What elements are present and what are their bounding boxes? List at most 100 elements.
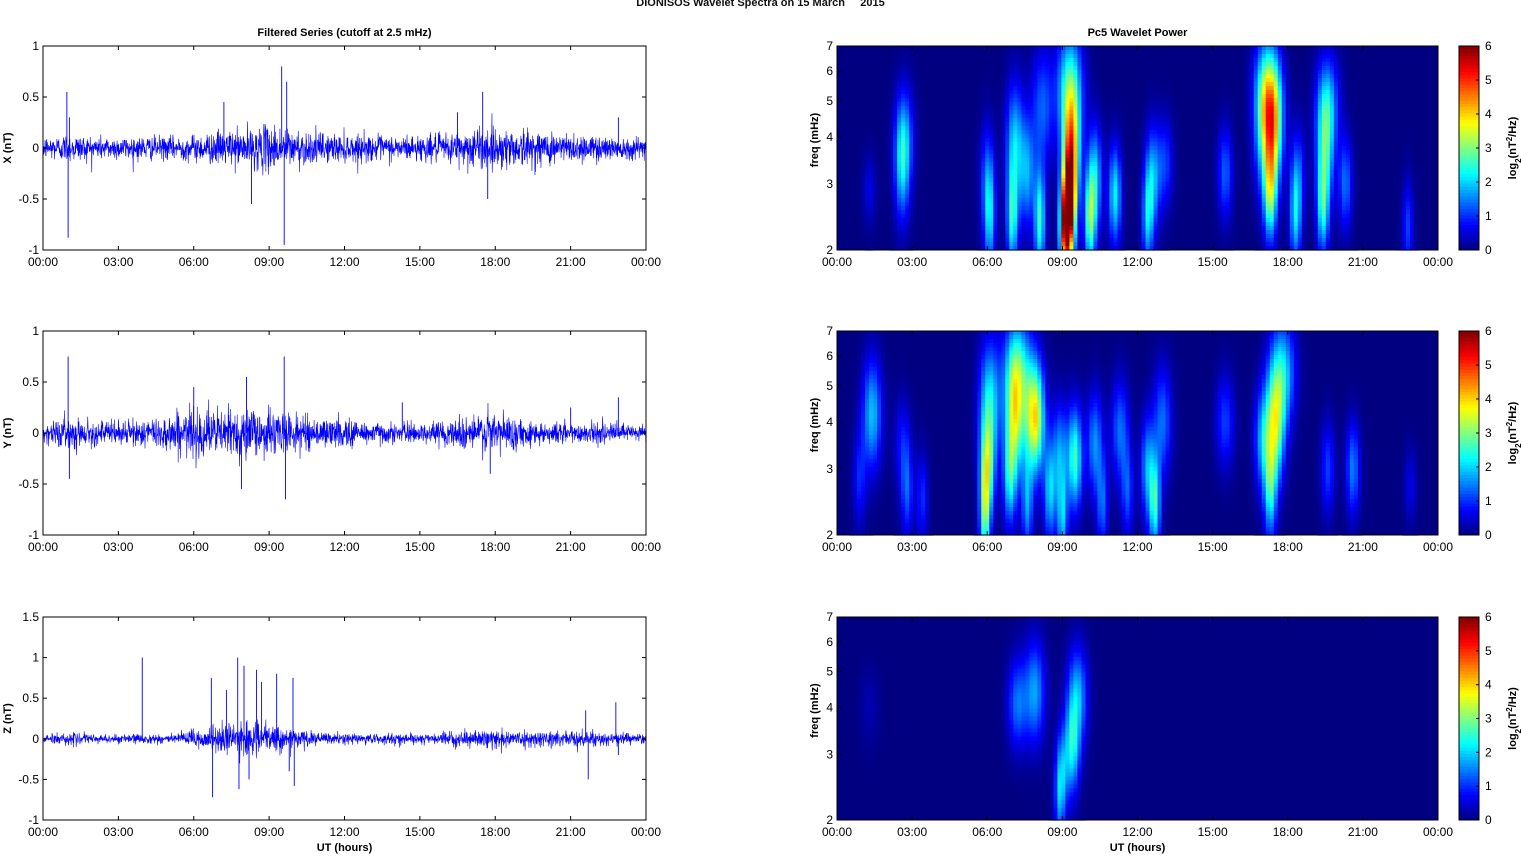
z-wavelet-colorbar-tick-label: 6 [1485, 610, 1492, 624]
z-wavelet-xlabel: UT (hours) [1110, 842, 1166, 854]
y-wavelet-ytick-label: 3 [826, 462, 833, 476]
y-wavelet-xtick-label: 09:00 [1047, 540, 1077, 554]
y-wavelet-xtick-label: 03:00 [897, 540, 927, 554]
z-wavelet-xtick-label: 00:00 [822, 825, 852, 839]
z-wavelet-colorbar: 0123456log2(nT2/Hz) [1459, 610, 1521, 827]
y-series-signal-line [43, 399, 646, 468]
z-series-signal-line [43, 719, 646, 763]
z-wavelet-xtick-label: 00:00 [1423, 825, 1453, 839]
z-wavelet-colorbar-tick-label: 0 [1485, 813, 1492, 827]
y-series-xtick-label: 09:00 [254, 540, 284, 554]
z-series-xtick-label: 00:00 [28, 825, 58, 839]
z-series-xtick-label: 09:00 [254, 825, 284, 839]
x-wavelet-xtick-label: 21:00 [1348, 255, 1378, 269]
z-series-ytick-label: 1.5 [22, 610, 39, 624]
z-wavelet-xtick-label: 06:00 [972, 825, 1002, 839]
z-wavelet-colorbar-tick-label: 5 [1485, 644, 1492, 658]
x-wavelet-ytick-label: 6 [826, 64, 833, 78]
z-series-xlabel: UT (hours) [317, 842, 373, 854]
z-series-xtick-label: 00:00 [631, 825, 661, 839]
y-wavelet-ytick-label: 6 [826, 349, 833, 363]
x-series-ylabel: X (nT) [2, 132, 14, 163]
figure-title: DIONISOS Wavelet Spectra on 15 March 201… [0, 0, 1521, 9]
y-wavelet-ytick-label: 4 [826, 415, 833, 429]
z-wavelet-colorbar-label: log2(nT2/Hz) [1505, 687, 1521, 750]
x-series-xtick-label: 00:00 [28, 255, 58, 269]
y-wavelet-ytick-label: 5 [826, 379, 833, 393]
x-wavelet-xtick-label: 09:00 [1047, 255, 1077, 269]
y-wavelet-colorbar-tick-label: 0 [1485, 528, 1492, 542]
y-series-ylabel: Y (nT) [2, 417, 14, 448]
y-series-ytick-label: 0 [32, 426, 39, 440]
y-series-xtick-label: 12:00 [329, 540, 359, 554]
x-wavelet-colorbar-tick-label: 2 [1485, 175, 1492, 189]
z-wavelet-xtick-label: 09:00 [1047, 825, 1077, 839]
z-wavelet-ytick-label: 4 [826, 701, 833, 715]
x-series-ytick-label: 0.5 [22, 90, 39, 104]
x-wavelet-ytick-label: 7 [826, 39, 833, 53]
x-wavelet-xtick-label: 06:00 [972, 255, 1002, 269]
z-series-xtick-label: 03:00 [103, 825, 133, 839]
y-series-xtick-label: 00:00 [631, 540, 661, 554]
z-series-xtick-label: 06:00 [179, 825, 209, 839]
x-series-ytick-label: -0.5 [18, 192, 39, 206]
x-wavelet-xtick-label: 03:00 [897, 255, 927, 269]
x-wavelet-colorbar-tick-label: 1 [1485, 209, 1492, 223]
x-wavelet-xtick-label: 12:00 [1122, 255, 1152, 269]
z-series-xtick-label: 15:00 [405, 825, 435, 839]
y-wavelet-xtick-label: 00:00 [1423, 540, 1453, 554]
x-wavelet-colorbar-label: log2(nT2/Hz) [1505, 116, 1521, 179]
x-series-xtick-label: 00:00 [631, 255, 661, 269]
z-series-xtick-label: 21:00 [556, 825, 586, 839]
x-wavelet-ytick-label: 3 [826, 177, 833, 191]
z-wavelet-ylabel: freq (mHz) [809, 683, 821, 738]
x-wavelet-colorbar-tick-label: 0 [1485, 243, 1492, 257]
z-series-ytick-label: 1 [32, 651, 39, 665]
y-wavelet-colorbar-tick-label: 5 [1485, 358, 1492, 372]
x-series-ytick-label: 1 [32, 39, 39, 53]
x-series-xtick-label: 21:00 [556, 255, 586, 269]
x-series-title: Filtered Series (cutoff at 2.5 mHz) [257, 27, 432, 39]
z-wavelet-xtick-label: 03:00 [897, 825, 927, 839]
z-wavelet-xtick-label: 12:00 [1122, 825, 1152, 839]
y-wavelet-colorbar-tick-label: 6 [1485, 324, 1492, 338]
y-wavelet-xtick-label: 12:00 [1122, 540, 1152, 554]
x-wavelet-ytick-label: 5 [826, 94, 833, 108]
y-wavelet-colorbar-label: log2(nT2/Hz) [1505, 401, 1521, 464]
y-wavelet-xtick-label: 00:00 [822, 540, 852, 554]
z-wavelet-colorbar-tick-label: 4 [1485, 678, 1492, 692]
y-wavelet-ytick-label: 7 [826, 324, 833, 338]
x-series-signal-line [43, 113, 646, 175]
y-series-xtick-label: 06:00 [179, 540, 209, 554]
x-wavelet-ytick-label: 4 [826, 130, 833, 144]
z-wavelet-xtick-label: 15:00 [1198, 825, 1228, 839]
x-series-xtick-label: 03:00 [103, 255, 133, 269]
y-series-xtick-label: 21:00 [556, 540, 586, 554]
x-wavelet-colorbar-tick-label: 5 [1485, 73, 1492, 87]
x-wavelet-colorbar-tick-label: 4 [1485, 107, 1492, 121]
y-wavelet-colorbar: 0123456log2(nT2/Hz) [1459, 324, 1521, 542]
y-series-xtick-label: 00:00 [28, 540, 58, 554]
x-wavelet-xtick-label: 15:00 [1198, 255, 1228, 269]
x-series-xtick-label: 06:00 [179, 255, 209, 269]
z-wavelet-xtick-label: 18:00 [1273, 825, 1303, 839]
z-wavelet-ytick-label: 3 [826, 747, 833, 761]
x-series-xtick-label: 09:00 [254, 255, 284, 269]
x-wavelet-colorbar: 0123456log2(nT2/Hz) [1459, 39, 1521, 257]
x-wavelet-ylabel: freq (mHz) [809, 112, 821, 167]
y-wavelet-xtick-label: 06:00 [972, 540, 1002, 554]
y-wavelet-colorbar-tick-label: 1 [1485, 494, 1492, 508]
y-wavelet-colorbar-tick-label: 2 [1485, 460, 1492, 474]
y-series-ytick-label: 1 [32, 324, 39, 338]
x-wavelet-colorbar-tick-label: 6 [1485, 39, 1492, 53]
z-wavelet-ytick-label: 5 [826, 665, 833, 679]
y-series-xtick-label: 18:00 [480, 540, 510, 554]
